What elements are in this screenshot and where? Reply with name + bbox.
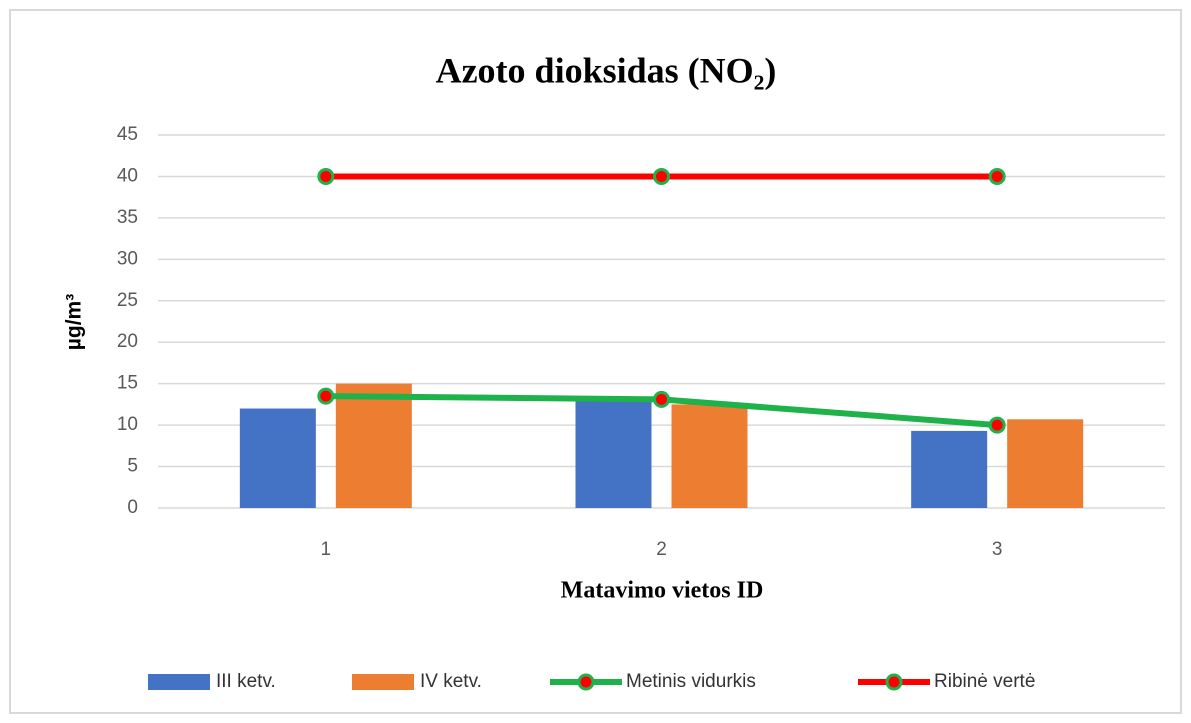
bar bbox=[575, 398, 652, 508]
legend-label: IV ketv. bbox=[420, 671, 482, 692]
line-marker bbox=[653, 390, 670, 408]
legend-marker bbox=[885, 673, 903, 691]
x-tick-label: 1 bbox=[321, 539, 332, 560]
y-tick-label: 35 bbox=[117, 207, 138, 228]
legend-marker bbox=[577, 673, 595, 691]
bar bbox=[335, 383, 412, 508]
line-marker bbox=[988, 416, 1006, 434]
line-marker bbox=[653, 167, 670, 185]
x-axis-label: Matavimo vietos ID bbox=[561, 578, 764, 604]
line-marker bbox=[317, 387, 335, 405]
y-tick-label: 10 bbox=[117, 414, 138, 435]
bar bbox=[911, 430, 988, 508]
y-tick-label: 25 bbox=[117, 290, 138, 311]
line-marker bbox=[317, 167, 335, 185]
line-marker bbox=[988, 167, 1006, 185]
chart-frame bbox=[9, 9, 1182, 714]
y-axis-label: µg/m³ bbox=[63, 294, 86, 350]
legend-swatch bbox=[148, 674, 210, 690]
x-tick-label: 3 bbox=[992, 539, 1003, 560]
y-tick-label: 15 bbox=[117, 373, 138, 394]
chart-title: Azoto dioksidas (NO₂) bbox=[436, 50, 777, 90]
y-tick-label: 0 bbox=[127, 497, 138, 518]
y-tick-label: 40 bbox=[117, 165, 138, 186]
y-tick-label: 30 bbox=[117, 248, 138, 269]
y-tick-label: 5 bbox=[127, 456, 138, 477]
bar bbox=[1007, 419, 1084, 508]
legend-label: III ketv. bbox=[216, 671, 276, 692]
y-tick-label: 45 bbox=[117, 124, 138, 145]
bar bbox=[671, 404, 748, 508]
bar bbox=[239, 408, 316, 508]
legend-swatch bbox=[352, 674, 414, 690]
legend-label: Ribinė vertė bbox=[934, 671, 1035, 692]
y-tick-label: 20 bbox=[117, 331, 138, 352]
x-tick-label: 2 bbox=[656, 539, 667, 560]
legend-label: Metinis vidurkis bbox=[626, 671, 756, 692]
